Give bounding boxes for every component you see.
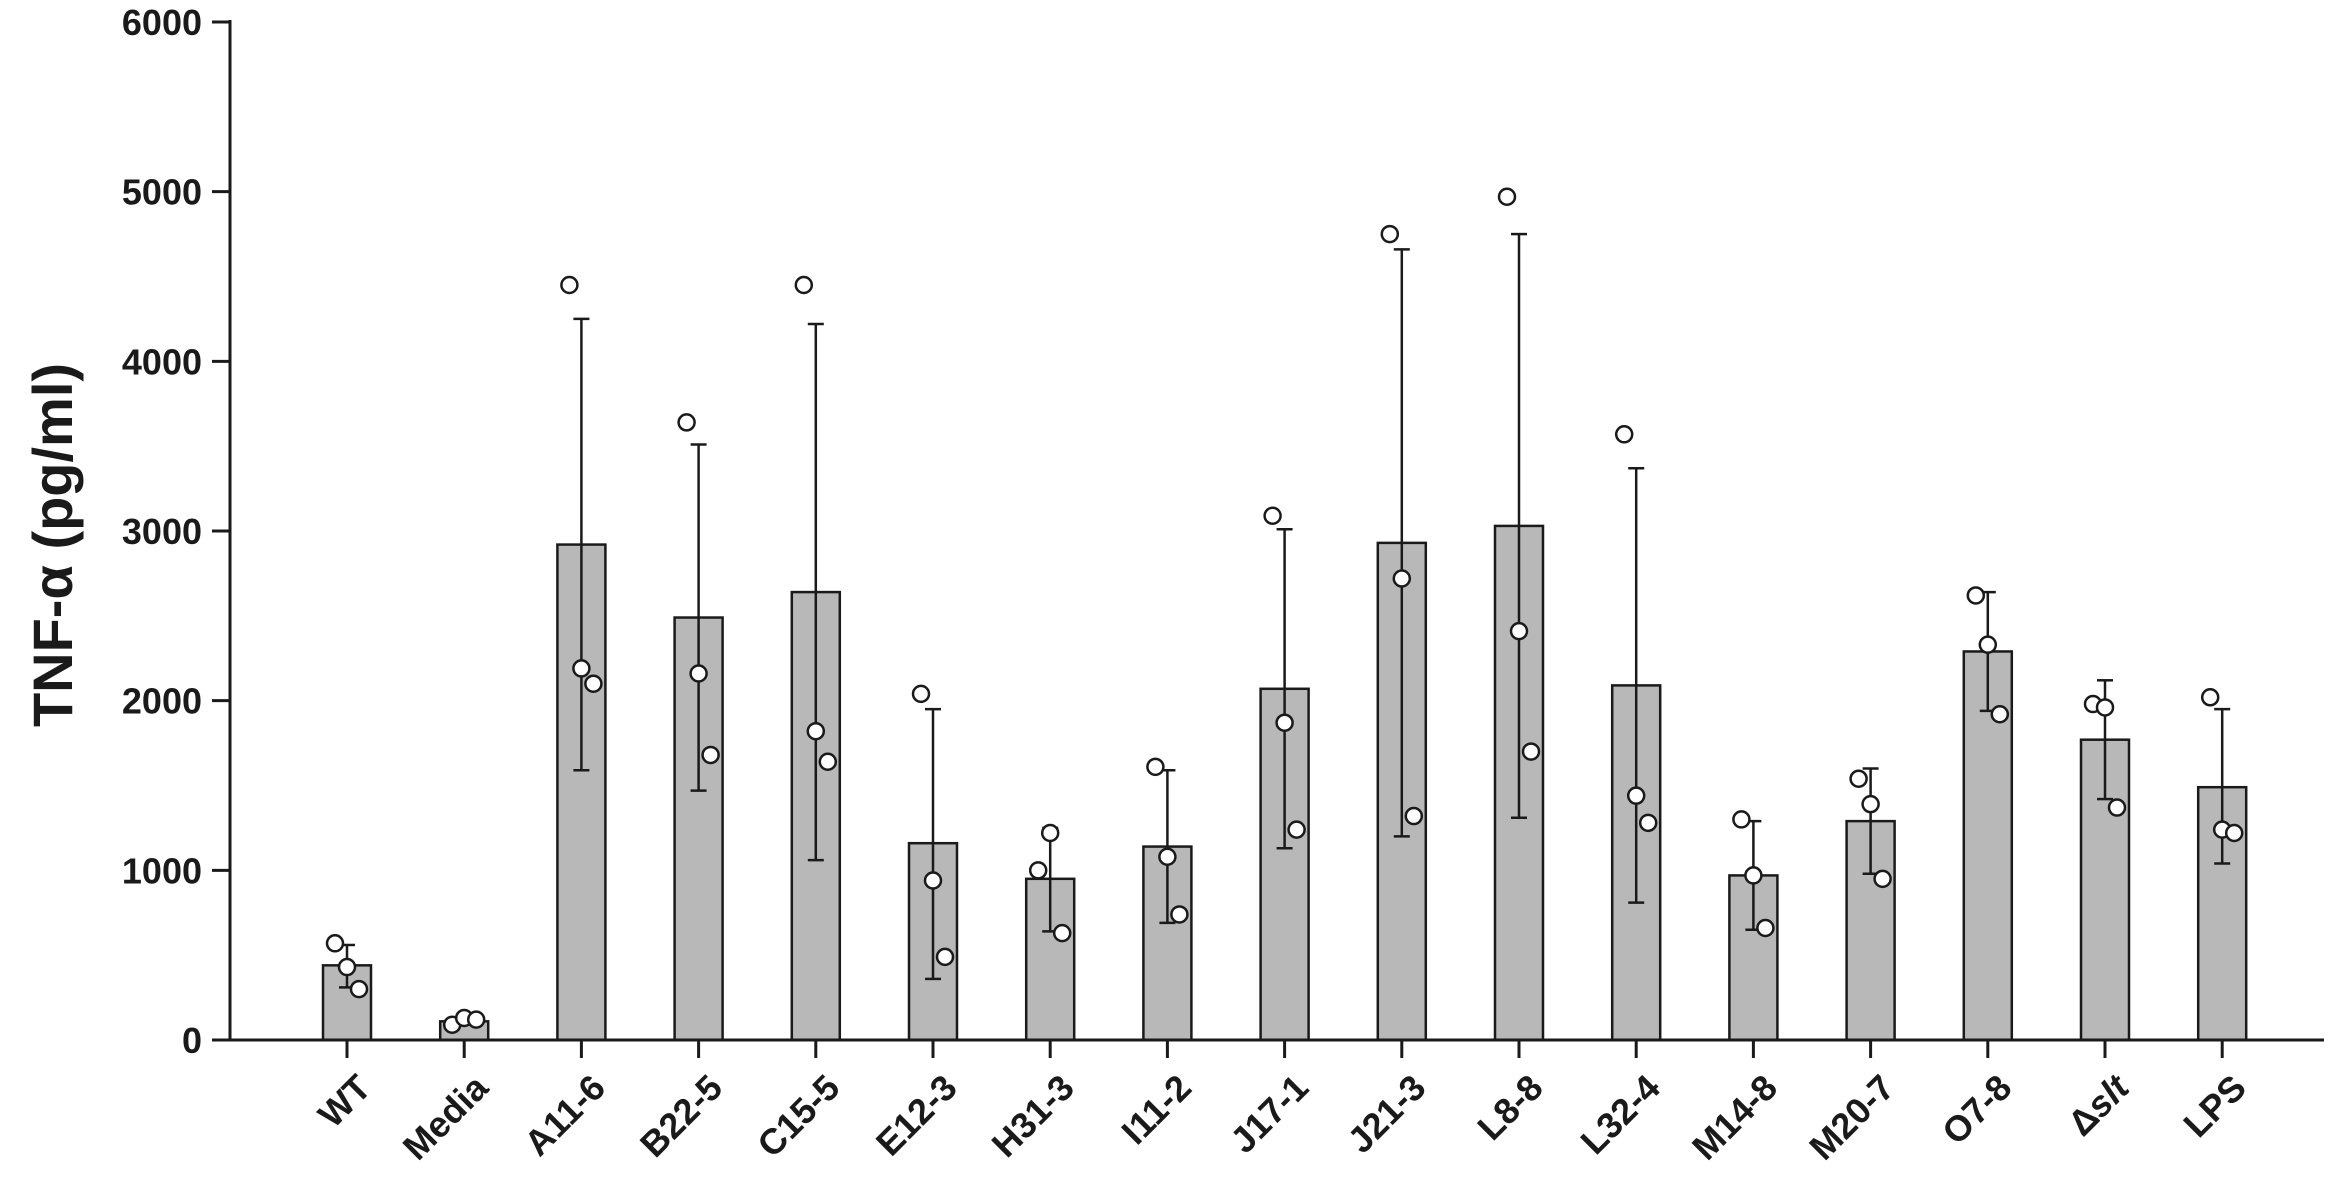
data-point [1744,866,1763,885]
data-point [911,684,931,704]
data-point [923,871,943,890]
data-point [1521,742,1541,761]
data-point [466,1010,486,1029]
data-point [1287,820,1306,839]
data-point [560,275,579,295]
data-point [1158,847,1177,867]
data-point [818,752,838,771]
x-tick-label: L32-4 [1572,1067,1667,1162]
data-point [1732,810,1751,829]
data-point [2200,688,2220,707]
x-tick-label: WT [310,1067,379,1136]
x-tick-label: H31-3 [984,1067,1082,1165]
data-point [1990,704,2010,724]
data-point [1040,823,1060,843]
data-point [1404,806,1424,826]
data-point [1146,757,1165,777]
data-point [1170,905,1189,924]
y-axis-label: TNF-α (pg/ml) [21,363,84,727]
data-point [1614,425,1634,444]
data-point [1873,869,1892,889]
x-tick-label: LPS [2175,1067,2253,1145]
data-point [935,947,955,967]
data-point [689,664,708,683]
data-point [677,413,696,432]
data-point [701,745,720,765]
x-tick-label: Media [395,1066,497,1168]
x-tick-label: C15-5 [749,1067,847,1165]
x-axis: WT Media A11-6 B22-5 C15-5 E12-3 H31-3 I11-2 J17… [230,1038,2324,1168]
data-point [2095,698,2115,717]
x-tick-label: M20-7 [1801,1067,1902,1168]
x-tick-label: I11-2 [1113,1067,1199,1153]
x-tick-label: J21-3 [1339,1067,1433,1161]
data-point [1638,813,1658,833]
y-tick-label: 6000 [122,2,202,43]
y-tick-label: 2000 [122,681,202,722]
y-tick-label: 0 [182,1020,202,1061]
x-tick-label: B22-5 [632,1067,730,1165]
data-point [584,674,603,693]
data-point [1978,635,1998,654]
data-point [1626,786,1646,805]
data-point [1509,621,1529,641]
data-point [1966,586,1986,605]
y-tick-label: 4000 [122,341,202,382]
data-point [1052,923,1072,943]
data-point [572,659,591,678]
data-point [349,979,369,999]
data-point [1392,569,1412,588]
data-points [325,187,2244,1034]
data-point [1028,861,1048,880]
data-point [325,934,345,953]
data-point [1861,794,1880,814]
data-point [806,721,826,741]
data-point [1380,224,1400,244]
data-point [2107,798,2127,817]
data-point [337,957,357,977]
data-point [2224,823,2244,843]
data-point [1263,506,1282,525]
x-tick-label: A11-6 [516,1067,613,1164]
y-tick-label: 5000 [122,172,202,213]
x-tick-label: J17-1 [1222,1067,1316,1161]
x-tick-label: O7-8 [1934,1067,2020,1153]
x-tick-label: Δslt [2060,1065,2138,1143]
data-point [1275,713,1294,732]
y-tick-label: 1000 [122,850,202,891]
y-axis: 0 1000 2000 3000 4000 5000 6000 [122,2,232,1061]
x-tick-label: E12-3 [868,1067,965,1164]
data-point [794,275,814,295]
data-point [1497,187,1517,207]
data-point [1849,769,1868,788]
data-point [1756,918,1775,938]
x-tick-label: L8-8 [1469,1067,1550,1148]
x-tick-label: M14-8 [1684,1067,1785,1168]
y-tick-label: 3000 [122,511,202,552]
